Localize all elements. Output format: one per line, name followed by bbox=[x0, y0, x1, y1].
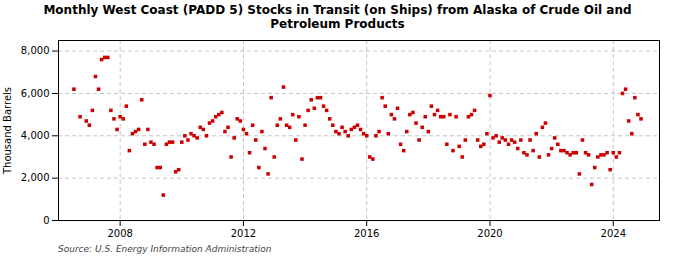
svg-text:2020: 2020 bbox=[477, 227, 502, 238]
svg-text:8,000: 8,000 bbox=[21, 45, 50, 56]
svg-text:4,000: 4,000 bbox=[21, 130, 50, 141]
svg-text:2012: 2012 bbox=[231, 227, 256, 238]
svg-text:2024: 2024 bbox=[601, 227, 626, 238]
html-text:Source: U.S. Energy Informatio: Source: U.S. Energy Information Administ… bbox=[58, 243, 272, 254]
svg-text:6,000: 6,000 bbox=[21, 87, 50, 98]
svg-text:2016: 2016 bbox=[354, 227, 379, 238]
svg-text:2008: 2008 bbox=[107, 227, 132, 238]
svg-text:0: 0 bbox=[43, 214, 49, 225]
svg-text:2,000: 2,000 bbox=[21, 172, 50, 183]
svg-text:Thousand Barrels: Thousand Barrels bbox=[2, 87, 13, 175]
html-text:Monthly West Coast (PADD 5) St: Monthly West Coast (PADD 5) Stocks in Tr… bbox=[43, 3, 632, 32]
